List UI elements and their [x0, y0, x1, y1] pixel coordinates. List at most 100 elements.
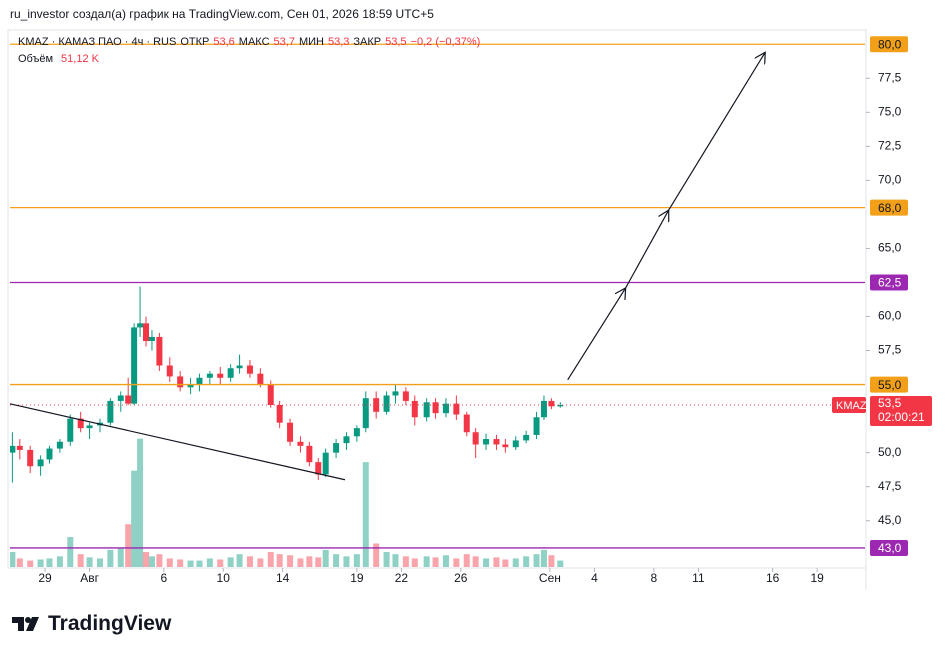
- volume-bar: [96, 558, 103, 567]
- candle-body: [402, 391, 409, 401]
- volume-bar: [402, 556, 409, 567]
- volume-bar: [540, 549, 547, 567]
- level-label: 43,0: [878, 541, 902, 555]
- volume-bar: [131, 470, 138, 567]
- x-tick-label: 10: [217, 571, 231, 585]
- candle-body: [107, 400, 114, 423]
- volume-bar: [166, 558, 173, 567]
- volume-bar: [548, 555, 555, 567]
- volume-bar: [67, 537, 74, 567]
- candle-body: [423, 402, 430, 418]
- x-tick-label: Авг: [80, 571, 99, 585]
- label: Объём: [18, 53, 54, 65]
- x-tick-label: 16: [766, 571, 780, 585]
- volume-bar: [217, 559, 224, 567]
- candle-body: [287, 422, 294, 442]
- candle-body: [246, 365, 253, 374]
- candle-body: [442, 403, 449, 414]
- candle-body: [217, 373, 224, 378]
- y-tick-label: 70,0: [878, 173, 902, 187]
- x-tick-label: 19: [350, 571, 364, 585]
- candle-body: [236, 365, 243, 369]
- candle-body: [276, 405, 283, 423]
- candle-body: [383, 395, 390, 412]
- x-tick-label: 4: [591, 571, 598, 585]
- volume-bar: [107, 549, 114, 567]
- candle-body: [227, 368, 234, 378]
- volume-bar: [227, 557, 234, 567]
- candle-body: [67, 418, 74, 442]
- volume-bar: [206, 558, 213, 567]
- candle-body: [548, 400, 555, 407]
- volume-bar: [143, 552, 150, 567]
- candle-body: [206, 373, 213, 378]
- volume-bar: [196, 560, 203, 567]
- candle-body: [432, 402, 439, 414]
- volume-bar: [77, 554, 84, 567]
- candle-body: [10, 445, 16, 453]
- x-tick-label: 6: [160, 571, 167, 585]
- volume-bar: [46, 558, 53, 567]
- volume-legend: Объём 51,12 K: [18, 53, 99, 65]
- level-label: 80,0: [878, 37, 902, 51]
- candle-body: [156, 336, 163, 366]
- y-tick-label: 72,5: [878, 139, 902, 153]
- label: МАКС: [238, 36, 270, 48]
- candle-body: [306, 445, 313, 463]
- volume-bar: [383, 552, 390, 567]
- candle-body: [315, 462, 322, 475]
- volume-bar: [453, 558, 460, 567]
- volume-bar: [267, 552, 274, 567]
- volume-bar: [411, 558, 418, 567]
- candle-body: [502, 444, 509, 448]
- candle-body: [373, 398, 380, 412]
- candle-body: [512, 440, 519, 448]
- arrow-segment: [625, 210, 669, 289]
- x-tick-label: 26: [454, 571, 468, 585]
- level-label-box: [870, 539, 908, 556]
- candle-body: [131, 327, 138, 404]
- x-tick-label: 19: [811, 571, 825, 585]
- candle-body: [56, 441, 63, 449]
- volume-bar: [523, 556, 530, 567]
- value: 53,3: [327, 36, 350, 48]
- value: 53,5: [385, 36, 407, 48]
- volume-bar: [392, 554, 399, 567]
- volume-bar: [512, 558, 519, 567]
- candle-body: [148, 336, 155, 342]
- candle-body: [177, 376, 184, 388]
- y-tick-label: 57,5: [878, 343, 902, 357]
- level-label-box: [870, 36, 908, 53]
- volume-bar: [86, 557, 93, 567]
- arrow-segment: [567, 288, 626, 381]
- logo: TradingView: [12, 612, 171, 636]
- y-tick-label: 50,0: [878, 445, 902, 459]
- candle-body: [187, 384, 194, 388]
- volume-bar: [37, 559, 44, 567]
- candle-body: [322, 452, 329, 475]
- level-label-box: [870, 376, 908, 393]
- candle-body: [27, 449, 34, 467]
- volume-bar: [297, 558, 304, 567]
- volume-bar: [343, 556, 350, 567]
- volume-bar: [315, 557, 322, 567]
- value: 51,12 K: [61, 53, 99, 65]
- x-tick-label: 22: [395, 571, 409, 585]
- level-label: 55,0: [878, 378, 902, 392]
- symbol-tag: [832, 397, 866, 414]
- volume-bar: [353, 554, 360, 567]
- legend: KMAZ · КАМАЗ ПАО · 4ч · RUS ОТКР 53,6 МАК…: [18, 36, 480, 48]
- volume-bar: [442, 555, 449, 567]
- volume-bar: [276, 554, 283, 567]
- volume-bar: [236, 554, 243, 567]
- countdown: 02:00:21: [878, 410, 925, 424]
- header: ru_investor создал(а) график на TradingV…: [10, 7, 434, 21]
- x-tick-label: 8: [651, 571, 658, 585]
- candle-body: [196, 377, 203, 385]
- candle-body: [493, 439, 500, 445]
- volume-bar: [502, 559, 509, 567]
- volume-bar: [27, 560, 34, 567]
- x-tick-label: Сен: [539, 571, 561, 585]
- volume-bar: [463, 554, 470, 567]
